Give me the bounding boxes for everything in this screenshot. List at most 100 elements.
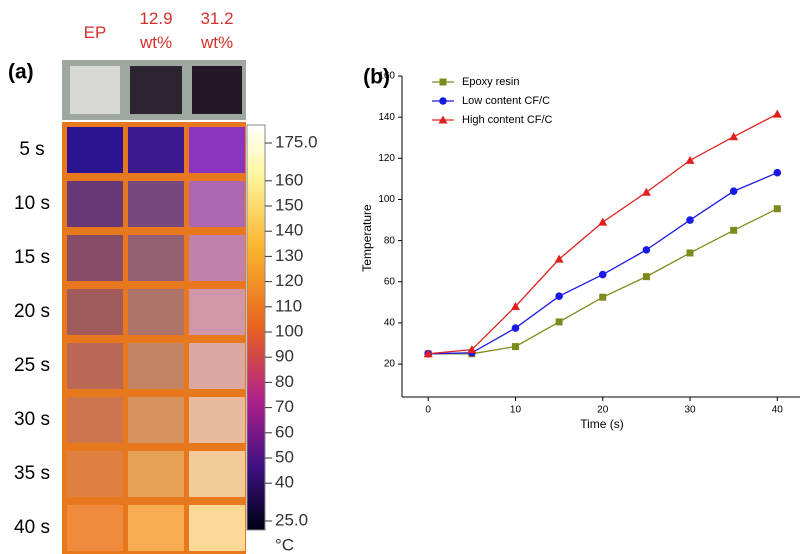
thermal-cell — [189, 397, 245, 443]
marker — [641, 187, 651, 196]
y-tick-label: 100 — [378, 194, 395, 205]
marker — [467, 345, 477, 354]
thermal-cell — [189, 181, 245, 227]
panel-label: (a) — [8, 61, 34, 84]
marker — [554, 254, 564, 263]
y-tick-label: 20 — [384, 359, 396, 370]
colorbar-tick-label: 160 — [275, 170, 303, 189]
x-tick-label: 20 — [597, 405, 609, 416]
sample-photo — [70, 66, 120, 114]
thermal-cell — [67, 343, 123, 389]
marker — [510, 301, 520, 310]
marker — [686, 249, 694, 257]
thermal-cell — [128, 181, 184, 227]
colorbar-tick-label: 25.0 — [275, 510, 308, 529]
marker — [511, 343, 519, 351]
colorbar-tick-label: 130 — [275, 246, 303, 265]
y-tick-label: 140 — [378, 112, 395, 123]
thermal-cell — [67, 127, 123, 173]
marker — [729, 132, 739, 141]
row-label: 20 s — [14, 301, 50, 322]
thermal-cell — [128, 505, 184, 551]
row-label: 10 s — [14, 193, 50, 214]
thermal-cell — [128, 397, 184, 443]
y-tick-label: 80 — [384, 235, 396, 246]
row-label: 35 s — [14, 463, 50, 484]
marker — [598, 217, 608, 226]
thermal-cell — [67, 451, 123, 497]
colorbar — [246, 124, 266, 531]
y-tick-label: 60 — [384, 276, 396, 287]
marker — [642, 273, 650, 281]
thermal-cell — [128, 235, 184, 281]
thermal-cells — [67, 127, 245, 551]
marker — [555, 292, 563, 300]
marker — [423, 349, 433, 358]
column-header: 31.2 wt% — [200, 9, 234, 52]
marker — [439, 78, 447, 86]
y-tick-label: 40 — [384, 318, 396, 329]
x-tick-label: 40 — [772, 405, 784, 416]
colorbar-tick-label: 40 — [275, 473, 294, 492]
sample-photo — [192, 66, 242, 114]
thermal-cell — [67, 181, 123, 227]
x-tick-label: 0 — [425, 405, 431, 416]
thermal-cell — [67, 505, 123, 551]
row-label: 40 s — [14, 517, 50, 538]
marker — [730, 226, 738, 234]
thermal-cell — [189, 343, 245, 389]
legend-label: Epoxy resin — [462, 76, 519, 88]
x-tick-label: 10 — [510, 405, 522, 416]
row-label: 25 s — [14, 355, 50, 376]
thermal-cell — [189, 451, 245, 497]
marker — [555, 318, 563, 326]
sample-photo — [130, 66, 182, 114]
colorbar-tick-label: 80 — [275, 372, 294, 391]
marker — [686, 216, 694, 224]
y-axis-label: Temperature — [360, 204, 374, 272]
series-line — [428, 113, 778, 355]
colorbar-tick-label: 110 — [275, 296, 302, 315]
marker — [642, 246, 651, 254]
colorbar-tick-label: 60 — [275, 422, 294, 441]
series-line — [428, 208, 778, 355]
marker — [729, 187, 738, 196]
legend-label: High content CF/C — [462, 114, 553, 126]
y-tick-label: 160 — [378, 71, 395, 82]
colorbar-tick-label: 175.0 — [275, 132, 318, 151]
marker — [773, 168, 782, 177]
x-axis-label: Time (s) — [580, 417, 624, 431]
thermal-cell — [189, 235, 245, 281]
marker — [685, 155, 695, 164]
colorbar-tick-label: 100 — [275, 321, 303, 340]
thermal-cell — [128, 289, 184, 335]
marker — [773, 205, 781, 213]
marker — [599, 293, 607, 301]
panel-label: (b) — [363, 66, 390, 89]
column-header: 12.9 wt% — [139, 9, 173, 52]
colorbar-tick-label: 70 — [275, 397, 294, 416]
marker — [511, 324, 520, 332]
colorbar-tick-label: 150 — [275, 195, 303, 214]
series-line — [428, 172, 778, 355]
row-label: 5 s — [19, 139, 44, 160]
thermal-cell — [189, 505, 245, 551]
y-tick-label: 120 — [378, 153, 395, 164]
row-label: 30 s — [14, 409, 50, 430]
colorbar-tick-label: 120 — [275, 271, 303, 290]
thermal-cell — [189, 127, 245, 173]
thermal-cell — [128, 343, 184, 389]
marker — [772, 109, 782, 118]
colorbar-tick-label: 50 — [275, 447, 294, 466]
thermal-cell — [67, 235, 123, 281]
column-header: EP — [84, 23, 107, 42]
thermal-cell — [67, 397, 123, 443]
thermal-cell — [128, 451, 184, 497]
colorbar-unit: °C — [275, 535, 294, 554]
row-label: 15 s — [14, 247, 50, 268]
legend-label: Low content CF/C — [462, 95, 550, 107]
x-tick-label: 30 — [684, 405, 696, 416]
marker — [598, 270, 607, 279]
